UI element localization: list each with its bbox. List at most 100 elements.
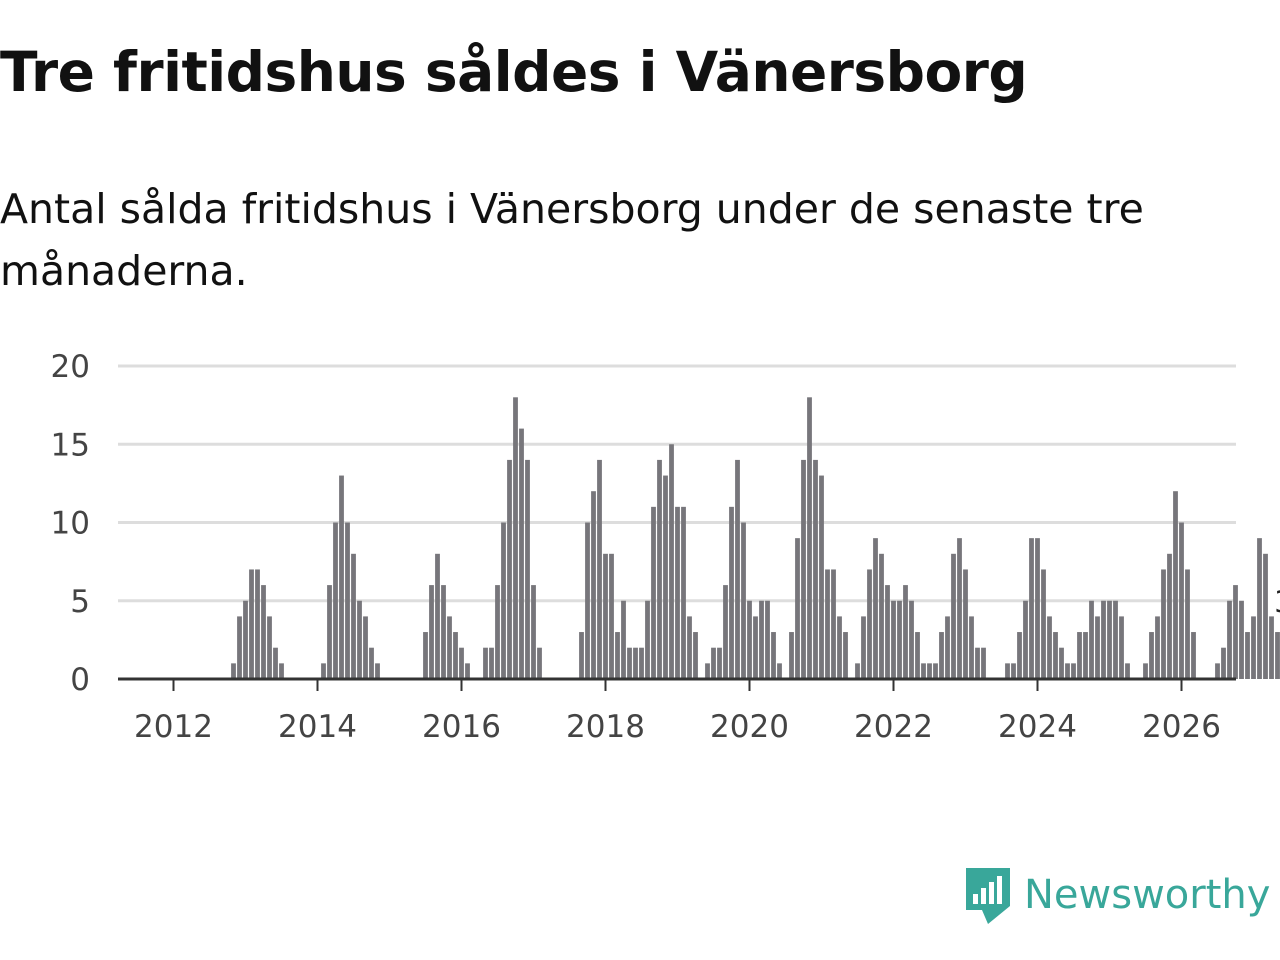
bar <box>933 663 938 679</box>
bar <box>465 663 470 679</box>
bar <box>789 632 794 679</box>
bar <box>1161 569 1166 679</box>
bar <box>621 600 626 679</box>
x-tick-label: 2024 <box>998 709 1077 745</box>
bar <box>249 569 254 679</box>
bar <box>237 616 242 679</box>
bar <box>1269 616 1274 679</box>
bar <box>879 553 884 679</box>
bar <box>525 459 530 679</box>
newsworthy-logo-icon <box>966 868 1010 924</box>
bar <box>501 522 506 679</box>
bar <box>801 459 806 679</box>
bar <box>267 616 272 679</box>
x-tick-label: 2018 <box>566 709 645 745</box>
bar <box>273 647 278 679</box>
bar <box>1167 553 1172 679</box>
bar <box>729 506 734 679</box>
bar <box>753 616 758 679</box>
bar <box>939 632 944 679</box>
bar <box>681 506 686 679</box>
bar <box>333 522 338 679</box>
bar <box>891 600 896 679</box>
bar <box>819 475 824 679</box>
bar <box>957 538 962 679</box>
bar <box>1083 632 1088 679</box>
bar <box>903 585 908 679</box>
bar <box>1185 569 1190 679</box>
bar <box>615 632 620 679</box>
bar <box>1089 600 1094 679</box>
bar <box>1065 663 1070 679</box>
bar <box>1155 616 1160 679</box>
bar <box>369 647 374 679</box>
bar <box>1101 600 1106 679</box>
bar <box>351 553 356 679</box>
bar <box>927 663 932 679</box>
bar <box>345 522 350 679</box>
bar <box>1263 553 1268 679</box>
bar <box>1125 663 1130 679</box>
x-tick-label: 2020 <box>710 709 789 745</box>
bar <box>813 459 818 679</box>
bar <box>885 585 890 679</box>
bar <box>807 397 812 679</box>
bar <box>687 616 692 679</box>
bar <box>735 459 740 679</box>
bar <box>447 616 452 679</box>
bar <box>1041 569 1046 679</box>
bar <box>513 397 518 679</box>
bar <box>1023 600 1028 679</box>
bar <box>327 585 332 679</box>
bar <box>1143 663 1148 679</box>
bar <box>867 569 872 679</box>
bar <box>1173 491 1178 679</box>
bar <box>1107 600 1112 679</box>
bar <box>639 647 644 679</box>
bar <box>975 647 980 679</box>
bar <box>771 632 776 679</box>
bar <box>1029 538 1034 679</box>
bar <box>1179 522 1184 679</box>
bar <box>915 632 920 679</box>
bar <box>831 569 836 679</box>
annotations: 3 <box>1274 585 1280 619</box>
bar <box>1071 663 1076 679</box>
bar <box>579 632 584 679</box>
bar <box>633 647 638 679</box>
bar <box>597 459 602 679</box>
chart-title: Tre fritidshus såldes i Vänersborg <box>0 40 1028 104</box>
chart-subtitle: Antal sålda fritidshus i Vänersborg unde… <box>0 185 1144 295</box>
bar <box>1227 600 1232 679</box>
bar <box>279 663 284 679</box>
bar <box>981 647 986 679</box>
bar <box>1113 600 1118 679</box>
bar <box>339 475 344 679</box>
bar <box>1017 632 1022 679</box>
y-tick-label: 0 <box>70 662 90 698</box>
bar <box>1035 538 1040 679</box>
bar <box>759 600 764 679</box>
bar <box>591 491 596 679</box>
x-tick-label: 2014 <box>278 709 357 745</box>
bar <box>747 600 752 679</box>
bar <box>531 585 536 679</box>
bar <box>459 647 464 679</box>
bar <box>261 585 266 679</box>
y-tick-label: 10 <box>51 506 90 542</box>
x-axis-ticks: 2012 2014 2016 2018 2020 2022 2024 2026 <box>134 679 1221 745</box>
bar <box>711 647 716 679</box>
bar <box>777 663 782 679</box>
bar <box>1245 632 1250 679</box>
latest-value-label: 3 <box>1274 585 1280 619</box>
bar <box>1233 585 1238 679</box>
bar <box>861 616 866 679</box>
x-tick-label: 2016 <box>422 709 501 745</box>
bar <box>1275 632 1280 679</box>
bar <box>765 600 770 679</box>
bar <box>909 600 914 679</box>
y-axis-ticks: 0 5 10 15 20 <box>51 349 90 698</box>
bar <box>1239 600 1244 679</box>
bar <box>1053 632 1058 679</box>
bar <box>963 569 968 679</box>
